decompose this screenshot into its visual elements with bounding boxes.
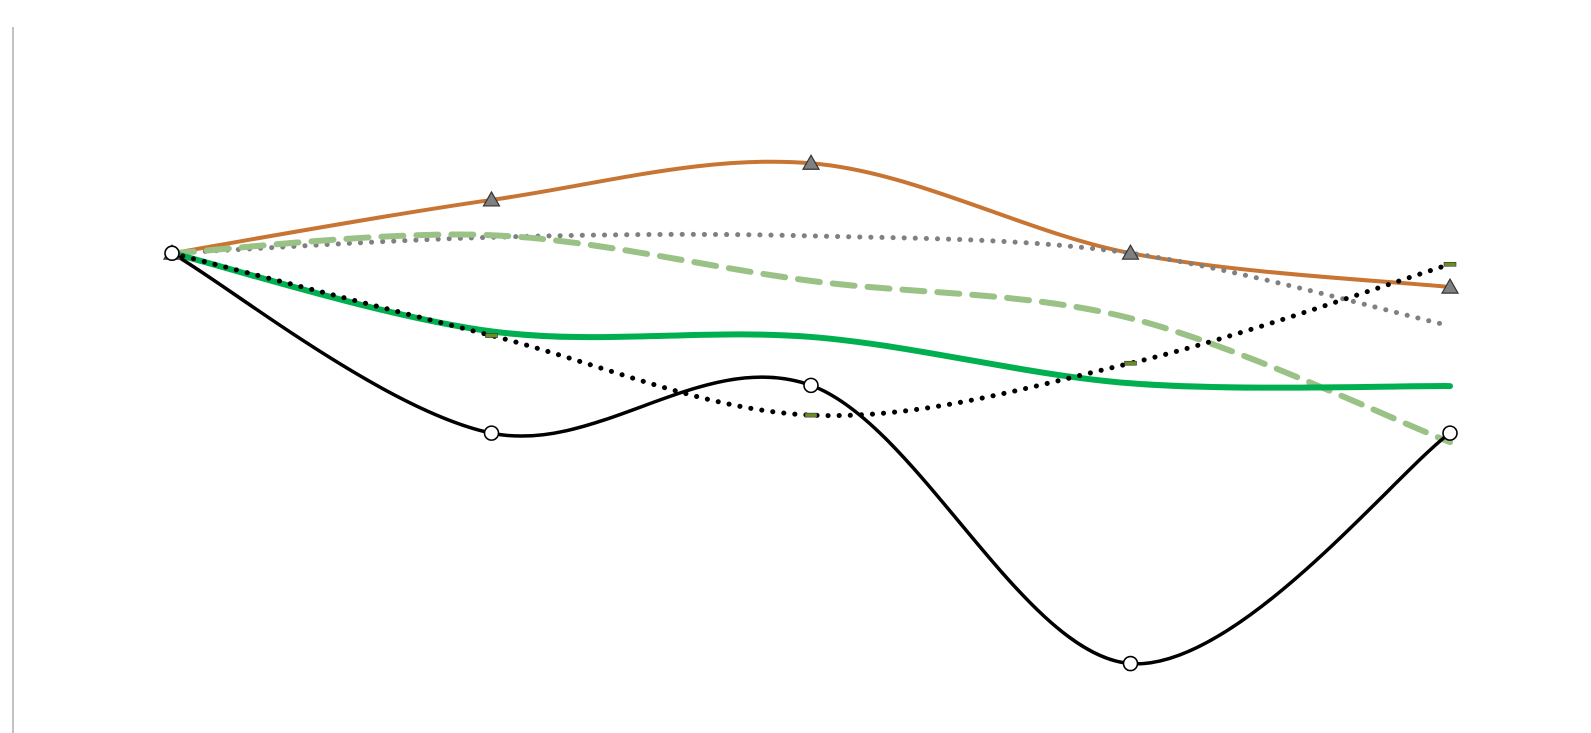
series-5-point-2: [485, 333, 498, 338]
series-1-point-3: [801, 154, 821, 170]
series-line-3: [169, 231, 1453, 446]
series-5-point-5: [1443, 261, 1457, 267]
series-line-2: [169, 231, 1453, 329]
series-1-point-2: [482, 190, 501, 207]
series-5-point-3: [804, 412, 818, 418]
series-6-point-2: [483, 425, 500, 441]
marker-layer: [162, 154, 1460, 672]
series-line-5: [169, 250, 1453, 419]
series-1-point-5: [1440, 277, 1460, 294]
series-5-point-4: [1124, 360, 1137, 366]
series-6-point-4: [1122, 655, 1139, 672]
series-1-point-4: [1121, 243, 1140, 260]
series-line-4: [169, 250, 1453, 391]
series-6-point-3: [803, 377, 819, 394]
series-6-point-5: [1442, 425, 1458, 441]
series-6-point-1: [164, 245, 180, 262]
series-line-6: [170, 251, 1452, 666]
series-layer: [169, 159, 1453, 666]
series-line-1: [170, 159, 1452, 290]
